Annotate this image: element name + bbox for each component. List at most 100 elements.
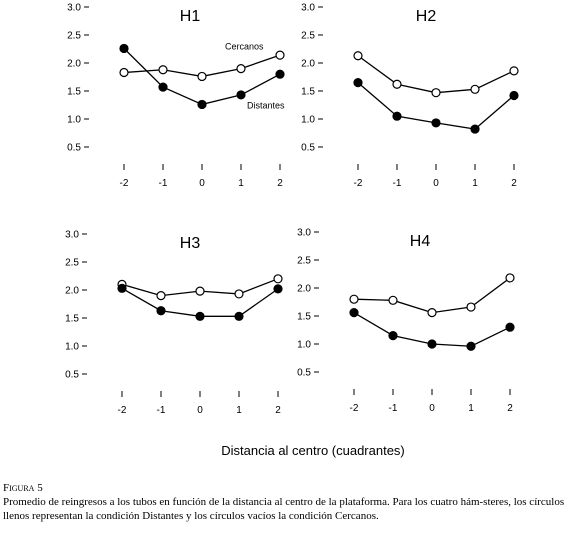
distantes-point <box>273 284 283 294</box>
figure-caption: Figura 5 Promedio de reingresos a los tu… <box>3 481 575 523</box>
cercanos-point <box>158 65 168 75</box>
distantes-point <box>119 43 129 54</box>
x-axis-label: Distancia al centro (cuadrantes) <box>221 443 405 458</box>
series-label: Distantes <box>247 100 285 110</box>
chart-panels: H1 3.0 2.5 2.0 1.5 1.0 0.5 -2 -1 0 1 2 Cercanos Dista… <box>65 3 519 416</box>
y-tick-label: 2.0 <box>297 284 311 295</box>
cercanos-point <box>431 88 441 98</box>
distantes-point <box>353 77 363 88</box>
distantes-point <box>470 124 480 134</box>
x-tick-label: 2 <box>507 403 513 414</box>
panel-h2: H2 3.0 2.5 2.0 1.5 1.0 0.5 -2 -1 0 1 2 <box>301 3 519 189</box>
distantes-point <box>236 90 246 100</box>
y-tick-label: 2.5 <box>297 256 311 267</box>
cercanos-point <box>388 295 398 305</box>
cercanos-point <box>156 291 166 301</box>
y-tick-label: 0.5 <box>67 143 81 154</box>
cercanos-point <box>353 51 363 61</box>
distantes-point <box>156 306 166 316</box>
x-tick-label: -2 <box>350 403 359 414</box>
x-tick-label: 1 <box>238 178 244 189</box>
cercanos-point <box>509 66 519 76</box>
distantes-point <box>427 339 437 349</box>
y-tick-label: 2.0 <box>301 59 315 70</box>
cercanos-line <box>353 277 511 314</box>
cercanos-point <box>197 71 207 82</box>
distantes-point <box>197 99 207 110</box>
cercanos-point <box>195 286 205 296</box>
panel-title: H2 <box>416 8 437 25</box>
x-tick-label: 0 <box>433 178 439 189</box>
x-tick-label: -1 <box>159 178 168 189</box>
distantes-point <box>158 82 168 92</box>
caption-label: Figura 5 <box>3 482 43 494</box>
distantes-point <box>505 322 515 332</box>
distantes-point <box>509 90 519 101</box>
cercanos-point <box>234 289 244 299</box>
x-tick-label: -1 <box>393 178 402 189</box>
panel-title: H3 <box>180 235 201 252</box>
x-tick-label: 0 <box>199 178 205 189</box>
y-tick-label: 1.5 <box>65 314 79 325</box>
y-tick-label: 0.5 <box>301 143 315 154</box>
distantes-point <box>234 311 244 321</box>
x-tick-label: -2 <box>118 405 127 416</box>
y-tick-label: 3.0 <box>65 230 79 241</box>
x-tick-label: 1 <box>472 178 478 189</box>
distantes-point <box>388 331 398 341</box>
cercanos-point <box>505 273 515 283</box>
y-tick-label: 2.5 <box>301 31 315 42</box>
y-tick-label: 0.5 <box>65 370 79 381</box>
y-tick-label: 1.0 <box>65 342 79 353</box>
y-tick-label: 2.0 <box>67 59 81 70</box>
x-tick-label: 2 <box>511 178 517 189</box>
y-tick-label: 2.0 <box>65 286 79 297</box>
distantes-point <box>275 69 285 79</box>
distantes-point <box>466 341 476 351</box>
y-tick-label: 3.0 <box>301 3 315 14</box>
cercanos-point <box>466 302 476 312</box>
x-tick-label: 0 <box>197 405 203 416</box>
series-label: Cercanos <box>225 42 264 52</box>
distantes-point <box>431 118 441 128</box>
cercanos-line <box>357 55 515 94</box>
cercanos-point <box>349 294 359 304</box>
y-tick-label: 3.0 <box>297 228 311 239</box>
y-tick-label: 2.5 <box>65 258 79 269</box>
panel-title: H1 <box>180 8 201 25</box>
x-tick-label: 2 <box>277 178 283 189</box>
cercanos-point <box>392 79 402 89</box>
distantes-point <box>392 111 402 121</box>
y-tick-label: 1.0 <box>297 340 311 351</box>
cercanos-point <box>119 67 129 78</box>
distantes-point <box>195 311 205 321</box>
y-tick-label: 2.5 <box>67 31 81 42</box>
cercanos-point <box>273 274 283 284</box>
x-tick-label: 0 <box>429 403 435 414</box>
panel-h1: H1 3.0 2.5 2.0 1.5 1.0 0.5 -2 -1 0 1 2 Cercanos Dista… <box>67 3 285 190</box>
x-tick-label: 1 <box>236 405 242 416</box>
panel-h3: H3 3.0 2.5 2.0 1.5 1.0 0.5 -2 -1 0 1 2 <box>65 230 283 416</box>
x-tick-label: -1 <box>157 405 166 416</box>
panel-h4: H4 3.0 2.5 2.0 1.5 1.0 0.5 -2 -1 0 1 2 <box>297 228 515 414</box>
cercanos-point <box>427 308 437 318</box>
x-tick-label: -2 <box>354 178 363 189</box>
cercanos-point <box>470 84 480 94</box>
cercanos-point <box>236 63 246 74</box>
y-tick-label: 0.5 <box>297 368 311 379</box>
panel-title: H4 <box>410 233 431 250</box>
x-tick-label: 2 <box>275 405 281 416</box>
y-tick-label: 3.0 <box>67 3 81 14</box>
x-tick-label: -2 <box>120 178 129 189</box>
cercanos-point <box>275 50 285 60</box>
y-tick-label: 1.0 <box>67 115 81 126</box>
x-tick-label: 1 <box>468 403 474 414</box>
y-tick-label: 1.0 <box>301 115 315 126</box>
x-tick-label: -1 <box>389 403 398 414</box>
caption-text: Promedio de reingresos a los tubos en fu… <box>3 496 565 522</box>
distantes-point <box>349 308 359 318</box>
y-tick-label: 1.5 <box>301 87 315 98</box>
y-tick-label: 1.5 <box>67 87 81 98</box>
y-tick-label: 1.5 <box>297 312 311 323</box>
